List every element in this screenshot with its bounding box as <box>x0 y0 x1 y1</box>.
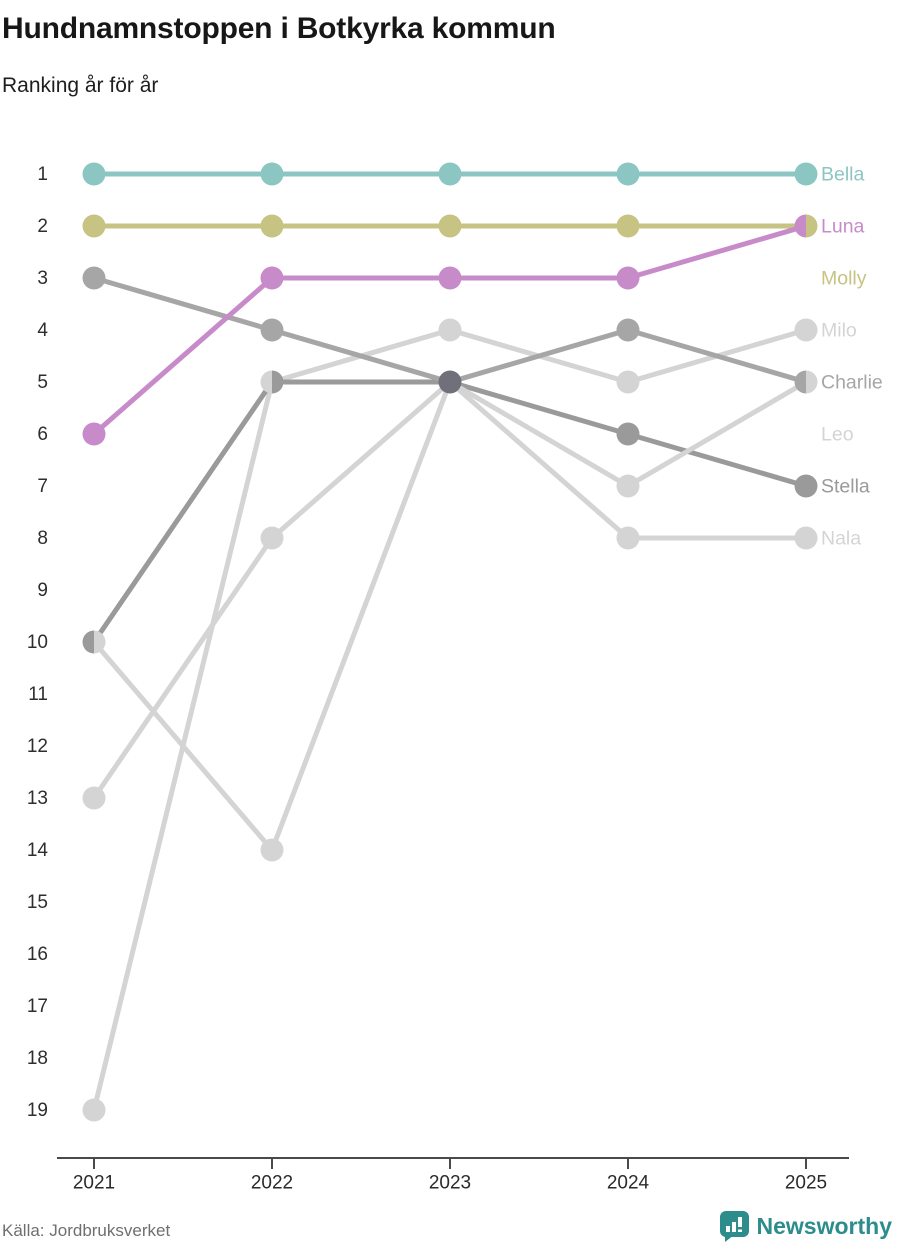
data-point-molly <box>82 214 106 238</box>
source-note: Källa: Jordbruksverket <box>2 1221 171 1240</box>
year-tick-label: 2021 <box>73 1173 115 1194</box>
data-point-bella <box>260 162 284 186</box>
data-point-milo <box>794 318 818 342</box>
year-tick-label: 2023 <box>429 1173 471 1194</box>
rank-tick-label: 2 <box>37 216 48 237</box>
data-point-tie-right-stella <box>272 370 284 394</box>
brand-name: Newsworthy <box>756 1213 892 1239</box>
series-line-stella <box>91 379 807 644</box>
data-point-bella <box>616 162 640 186</box>
rank-tick-label: 18 <box>27 1048 48 1069</box>
series-label-molly: Molly <box>821 268 867 290</box>
rank-tick-label: 8 <box>37 528 48 549</box>
chart-title: Hundnamnstoppen i Botkyrka kommun <box>2 12 556 45</box>
data-point-leo <box>616 474 640 498</box>
data-point-tie-left-charlie <box>794 370 806 394</box>
rank-tick-label: 1 <box>37 164 48 185</box>
year-tick-label: 2024 <box>607 1173 650 1194</box>
data-point-bella <box>82 162 106 186</box>
data-point-milo <box>616 370 640 394</box>
data-point-stella <box>794 474 818 498</box>
data-point-tie-left-milo <box>260 370 272 394</box>
data-point-bella <box>794 162 818 186</box>
chart-subtitle: Ranking år för år <box>2 74 159 97</box>
rank-tick-label: 13 <box>27 788 48 809</box>
newsworthy-logo: Newsworthy <box>719 1210 892 1243</box>
data-point-milo <box>438 318 462 342</box>
data-point-charlie <box>616 318 640 342</box>
rank-tick-label: 10 <box>27 632 48 653</box>
rank-tick-label: 16 <box>27 944 48 965</box>
data-point-nala <box>616 526 640 550</box>
data-point-multi-tie <box>438 370 462 394</box>
data-point-luna <box>82 422 106 446</box>
series-label-luna: Luna <box>821 216 865 238</box>
rank-tick-label: 12 <box>27 736 48 757</box>
year-tick-label: 2022 <box>251 1173 293 1194</box>
data-point-molly <box>260 214 284 238</box>
rank-tick-label: 17 <box>27 996 48 1017</box>
data-point-nala <box>260 526 284 550</box>
rank-tick-label: 3 <box>37 268 48 289</box>
series-label-milo: Milo <box>821 320 857 342</box>
data-point-luna <box>438 266 462 290</box>
year-tick-label: 2025 <box>785 1173 827 1194</box>
newsworthy-bubble-icon <box>719 1211 749 1242</box>
rank-tick-label: 19 <box>27 1100 48 1121</box>
rank-tick-label: 15 <box>27 892 48 913</box>
data-point-luna <box>260 266 284 290</box>
series-label-stella: Stella <box>821 476 870 498</box>
data-point-tie-right-molly <box>806 214 818 238</box>
data-point-tie-right-leo <box>806 370 818 394</box>
data-point-tie-left-stella <box>82 630 94 654</box>
data-point-leo <box>260 838 284 862</box>
data-point-molly <box>616 214 640 238</box>
data-point-luna <box>616 266 640 290</box>
series-label-bella: Bella <box>821 164 865 186</box>
rank-tick-label: 4 <box>37 320 48 341</box>
data-point-tie-right-leo <box>94 630 106 654</box>
rank-tick-label: 7 <box>37 476 48 497</box>
series-label-leo: Leo <box>821 424 854 446</box>
data-point-nala <box>82 786 106 810</box>
series-label-charlie: Charlie <box>821 372 883 394</box>
data-point-charlie <box>260 318 284 342</box>
data-point-charlie <box>82 266 106 290</box>
rank-tick-label: 9 <box>37 580 48 601</box>
data-point-molly <box>438 214 462 238</box>
rank-tick-label: 11 <box>28 684 48 705</box>
data-point-bella <box>438 162 462 186</box>
data-point-nala <box>794 526 818 550</box>
rank-tick-label: 5 <box>37 372 48 393</box>
data-point-tie-left-luna <box>794 214 806 238</box>
data-point-stella <box>616 422 640 446</box>
rank-tick-label: 6 <box>37 424 48 445</box>
rank-tick-label: 14 <box>27 840 49 861</box>
series-label-nala: Nala <box>821 528 861 550</box>
data-point-milo <box>82 1098 106 1122</box>
